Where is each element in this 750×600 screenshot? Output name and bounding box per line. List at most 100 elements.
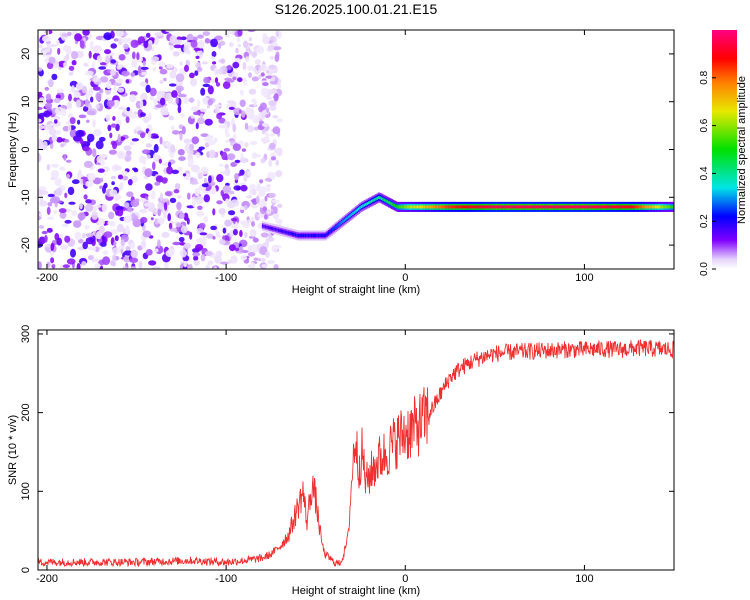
- noise-speckle: [271, 244, 279, 253]
- noise-speckle: [236, 36, 241, 43]
- noise-speckle: [86, 133, 95, 143]
- noise-speckle: [203, 216, 209, 223]
- y-tick-label: 100: [20, 482, 32, 500]
- signal-core: [436, 205, 439, 209]
- noise-speckle: [258, 187, 266, 196]
- noise-speckle: [232, 123, 237, 133]
- noise-speckle: [260, 72, 265, 77]
- signal-core: [456, 205, 459, 209]
- noise-speckle: [249, 187, 252, 196]
- noise-speckle: [167, 161, 172, 168]
- noise-speckle: [84, 224, 90, 230]
- noise-speckle: [141, 149, 151, 155]
- noise-speckle: [56, 88, 64, 94]
- noise-speckle: [103, 182, 108, 189]
- signal-core: [362, 204, 365, 208]
- signal-core: [333, 226, 336, 230]
- signal-core: [292, 232, 294, 236]
- noise-speckle: [149, 96, 154, 101]
- noise-speckle: [159, 136, 163, 145]
- signal-core: [614, 205, 617, 209]
- signal-core: [650, 205, 653, 209]
- noise-speckle: [225, 182, 230, 187]
- noise-speckle: [92, 119, 96, 128]
- noise-speckle: [266, 107, 270, 113]
- noise-speckle: [205, 264, 210, 269]
- signal-core: [651, 205, 654, 209]
- noise-speckle: [108, 211, 115, 220]
- noise-speckle: [193, 47, 203, 51]
- noise-speckle: [183, 242, 192, 249]
- noise-speckle: [38, 91, 43, 97]
- noise-speckle: [152, 161, 156, 171]
- signal-core: [345, 217, 348, 221]
- noise-speckle: [190, 39, 198, 48]
- signal-core: [623, 205, 626, 209]
- signal-core: [358, 207, 360, 211]
- noise-speckle: [92, 75, 98, 79]
- noise-speckle: [262, 36, 270, 44]
- noise-speckle: [254, 59, 261, 65]
- signal-core: [648, 205, 651, 209]
- signal-core: [644, 205, 647, 209]
- signal-core: [448, 205, 451, 209]
- signal-core: [273, 227, 276, 231]
- noise-speckle: [51, 73, 58, 81]
- noise-speckle: [270, 204, 275, 211]
- noise-speckle: [118, 106, 125, 110]
- noise-speckle: [130, 266, 137, 269]
- colorbar: 0.0 0.2 0.4 0.6 0.8 Normalized spectral ampl…: [699, 30, 748, 276]
- noise-speckle: [141, 71, 148, 76]
- signal-core: [466, 205, 469, 209]
- signal-core: [360, 205, 363, 209]
- signal-core: [323, 234, 326, 237]
- noise-speckle: [112, 141, 117, 150]
- signal-core: [375, 197, 378, 201]
- signal-core: [469, 205, 472, 209]
- signal-core: [521, 205, 524, 209]
- signal-core: [396, 205, 399, 209]
- signal-core: [369, 200, 372, 204]
- signal-core: [274, 227, 277, 231]
- y-tick-label: 10: [20, 96, 32, 108]
- noise-speckle: [197, 205, 203, 210]
- noise-speckle: [211, 56, 215, 60]
- signal-core: [558, 205, 561, 209]
- noise-speckle: [200, 133, 209, 138]
- noise-speckle: [85, 203, 94, 212]
- noise-speckle: [192, 198, 196, 208]
- noise-speckle: [145, 32, 151, 38]
- noise-speckle: [200, 108, 207, 113]
- noise-speckle: [92, 148, 97, 158]
- noise-speckle: [162, 208, 166, 215]
- noise-speckle: [216, 112, 223, 120]
- signal-core: [269, 226, 272, 230]
- noise-speckle: [120, 239, 126, 247]
- noise-speckle: [116, 209, 124, 217]
- noise-speckle: [203, 194, 210, 203]
- noise-speckle: [83, 62, 89, 67]
- noise-speckle: [95, 231, 102, 240]
- signal-core: [518, 205, 521, 209]
- noise-speckle: [275, 170, 283, 178]
- noise-speckle: [247, 252, 256, 257]
- noise-speckle: [222, 227, 227, 234]
- signal-core: [522, 205, 525, 209]
- noise-speckle: [99, 136, 106, 142]
- noise-speckle: [190, 106, 199, 112]
- noise-speckle: [190, 181, 199, 185]
- signal-core: [303, 234, 306, 237]
- signal-core: [643, 205, 646, 209]
- noise-speckle: [188, 264, 193, 269]
- noise-speckle: [127, 206, 133, 213]
- noise-speckle: [268, 159, 273, 168]
- signal-core: [282, 229, 284, 233]
- signal-core: [388, 201, 391, 204]
- signal-core: [287, 231, 290, 235]
- noise-speckle: [110, 229, 119, 235]
- noise-speckle: [228, 244, 236, 252]
- colorbar-tick-label: 0.8: [699, 70, 710, 84]
- noise-speckle: [269, 133, 275, 137]
- noise-speckle: [234, 159, 241, 163]
- signal-core: [327, 231, 330, 235]
